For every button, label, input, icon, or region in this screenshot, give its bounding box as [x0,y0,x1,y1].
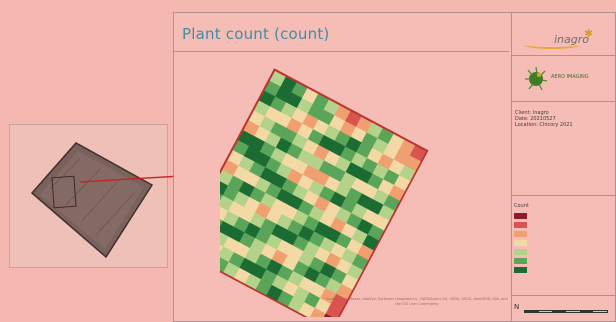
overview-map-image [30,142,154,259]
field-cell [287,296,305,313]
field-cell [234,267,251,284]
map-sidebar: inagro ✱ AERO IMAGING Client: Inagro Dat… [511,13,616,321]
field-cell [277,290,294,307]
inagro-swoosh [524,41,580,49]
field-cells [220,68,429,317]
scale-divider [511,295,616,296]
star-icon: ✱ [584,27,594,40]
aeroimaging-emblem-icon [525,66,548,91]
field-cell [298,302,316,317]
overview-inset-map [9,124,168,268]
legend-item [514,238,614,247]
field-cell [266,284,283,301]
field-cell [223,262,240,279]
client-line: Client: Inagro [515,110,549,116]
title-divider [174,51,509,52]
legend-swatch [514,212,527,219]
scale-bar-segments [524,310,608,313]
field-cell [220,205,229,222]
legend-item [514,229,614,238]
map-layout-panel: Plant count (count) Source: Esri, Maxar,… [173,12,616,322]
legend-swatch [514,239,527,246]
inagro-logo: inagro ✱ [524,27,604,51]
field-cell [309,307,326,317]
client-info: Client: Inagro Date: 20210527 Location: … [515,110,573,128]
inagro-wordmark: inagro [554,33,590,46]
legend-item [514,256,614,265]
logo-divider [511,55,616,56]
legend-swatch [514,257,527,264]
legend-item [514,247,614,256]
legend-swatch [514,248,527,255]
legend-swatch [514,230,527,237]
legend-item [514,220,614,229]
sidebar-divider [511,13,512,321]
aeroimaging-logo: AERO IMAGING [523,65,613,95]
location-line: Location: Chicory 2021 [515,122,573,128]
field-cell [220,230,229,247]
legend-title: Count [514,203,529,209]
legend-swatch [514,266,527,273]
legend-swatch [514,221,527,228]
map-credits: Source: Esri, Maxar, GeoEye, Earthstar G… [326,297,508,306]
scale-bar: N [514,303,614,317]
field-cell [220,179,229,196]
map-title: Plant count (count) [182,25,330,43]
field-cell [220,256,229,273]
field-cell [244,273,262,290]
legend-item [514,265,614,274]
field-cell [255,279,273,296]
legend: Count [514,203,614,274]
field-grid-map [220,53,490,317]
aeroimaging-wordmark: AERO IMAGING [551,74,589,80]
info-divider [511,101,616,102]
legend-item [514,211,614,220]
north-arrow-icon: N [514,303,520,311]
plant-count-grid [220,68,429,317]
legend-divider [511,195,616,196]
inset-highlight-box [51,175,77,209]
date-line: Date: 20210527 [515,116,556,122]
